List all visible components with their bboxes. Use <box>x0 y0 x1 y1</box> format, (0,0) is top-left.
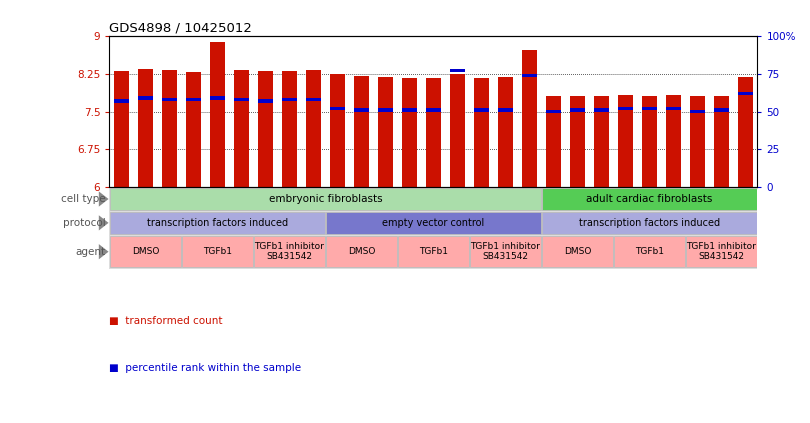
Bar <box>353 108 369 112</box>
Text: DMSO: DMSO <box>132 247 159 256</box>
Bar <box>689 110 706 113</box>
Bar <box>738 77 753 187</box>
Bar <box>546 110 561 113</box>
Bar <box>254 236 325 267</box>
Text: TGFb1: TGFb1 <box>202 247 232 256</box>
Bar <box>714 108 729 112</box>
Bar <box>594 108 609 112</box>
Text: TGFb1: TGFb1 <box>419 247 448 256</box>
Bar <box>425 108 441 112</box>
Bar <box>138 96 153 99</box>
Text: GDS4898 / 10425012: GDS4898 / 10425012 <box>109 22 252 35</box>
Polygon shape <box>99 191 109 206</box>
Bar <box>542 236 613 267</box>
Bar <box>305 70 321 187</box>
Bar <box>474 108 489 112</box>
Bar <box>714 96 729 187</box>
Text: adult cardiac fibroblasts: adult cardiac fibroblasts <box>586 194 713 204</box>
Bar <box>614 236 685 267</box>
Bar <box>161 98 177 101</box>
Bar <box>353 76 369 187</box>
Bar <box>233 98 249 101</box>
Bar <box>305 98 321 101</box>
Bar <box>398 236 469 267</box>
Text: embryonic fibroblasts: embryonic fibroblasts <box>269 194 382 204</box>
Bar <box>113 99 129 102</box>
Bar <box>113 71 129 187</box>
Text: ■  transformed count: ■ transformed count <box>109 316 223 327</box>
Bar <box>210 96 225 99</box>
Polygon shape <box>99 244 109 259</box>
Bar <box>109 212 325 234</box>
Text: transcription factors induced: transcription factors induced <box>579 218 720 228</box>
Bar <box>425 78 441 187</box>
Bar <box>402 78 417 187</box>
Bar <box>109 236 181 267</box>
Bar <box>138 69 153 187</box>
Bar <box>330 107 345 110</box>
Bar <box>617 107 633 110</box>
Bar <box>569 108 585 112</box>
Bar <box>738 92 753 95</box>
Bar <box>377 108 393 112</box>
Bar <box>522 50 537 187</box>
Bar <box>450 74 465 187</box>
Bar <box>402 108 417 112</box>
Bar <box>326 212 541 234</box>
Bar <box>689 96 706 187</box>
Bar <box>470 236 541 267</box>
Bar <box>258 71 273 187</box>
Bar <box>642 107 657 110</box>
Bar <box>542 212 757 234</box>
Text: empty vector control: empty vector control <box>382 218 484 228</box>
Bar <box>666 96 681 187</box>
Bar <box>185 72 201 187</box>
Bar <box>594 96 609 187</box>
Bar <box>330 74 345 187</box>
Bar <box>377 77 393 187</box>
Text: ■  percentile rank within the sample: ■ percentile rank within the sample <box>109 363 301 373</box>
Bar <box>181 236 253 267</box>
Bar <box>474 78 489 187</box>
Bar <box>233 70 249 187</box>
Bar <box>210 42 225 187</box>
Bar <box>497 108 514 112</box>
Bar <box>185 98 201 101</box>
Bar <box>617 96 633 187</box>
Text: agent: agent <box>75 247 105 257</box>
Bar <box>326 236 397 267</box>
Bar <box>542 188 757 210</box>
Bar <box>161 70 177 187</box>
Polygon shape <box>99 215 109 231</box>
Text: TGFb1 inhibitor
SB431542: TGFb1 inhibitor SB431542 <box>686 242 757 261</box>
Bar <box>569 96 585 187</box>
Text: DMSO: DMSO <box>347 247 375 256</box>
Bar <box>522 74 537 77</box>
Text: DMSO: DMSO <box>564 247 591 256</box>
Text: protocol: protocol <box>62 218 105 228</box>
Text: TGFb1 inhibitor
SB431542: TGFb1 inhibitor SB431542 <box>471 242 540 261</box>
Bar <box>666 107 681 110</box>
Bar <box>258 99 273 102</box>
Text: transcription factors induced: transcription factors induced <box>147 218 288 228</box>
Bar <box>497 77 514 187</box>
Text: TGFb1 inhibitor
SB431542: TGFb1 inhibitor SB431542 <box>254 242 324 261</box>
Bar <box>642 96 657 187</box>
Bar <box>109 188 541 210</box>
Bar <box>685 236 757 267</box>
Text: cell type: cell type <box>61 194 105 204</box>
Bar <box>546 96 561 187</box>
Bar <box>282 98 297 101</box>
Bar <box>450 69 465 72</box>
Bar <box>282 71 297 187</box>
Text: TGFb1: TGFb1 <box>635 247 664 256</box>
